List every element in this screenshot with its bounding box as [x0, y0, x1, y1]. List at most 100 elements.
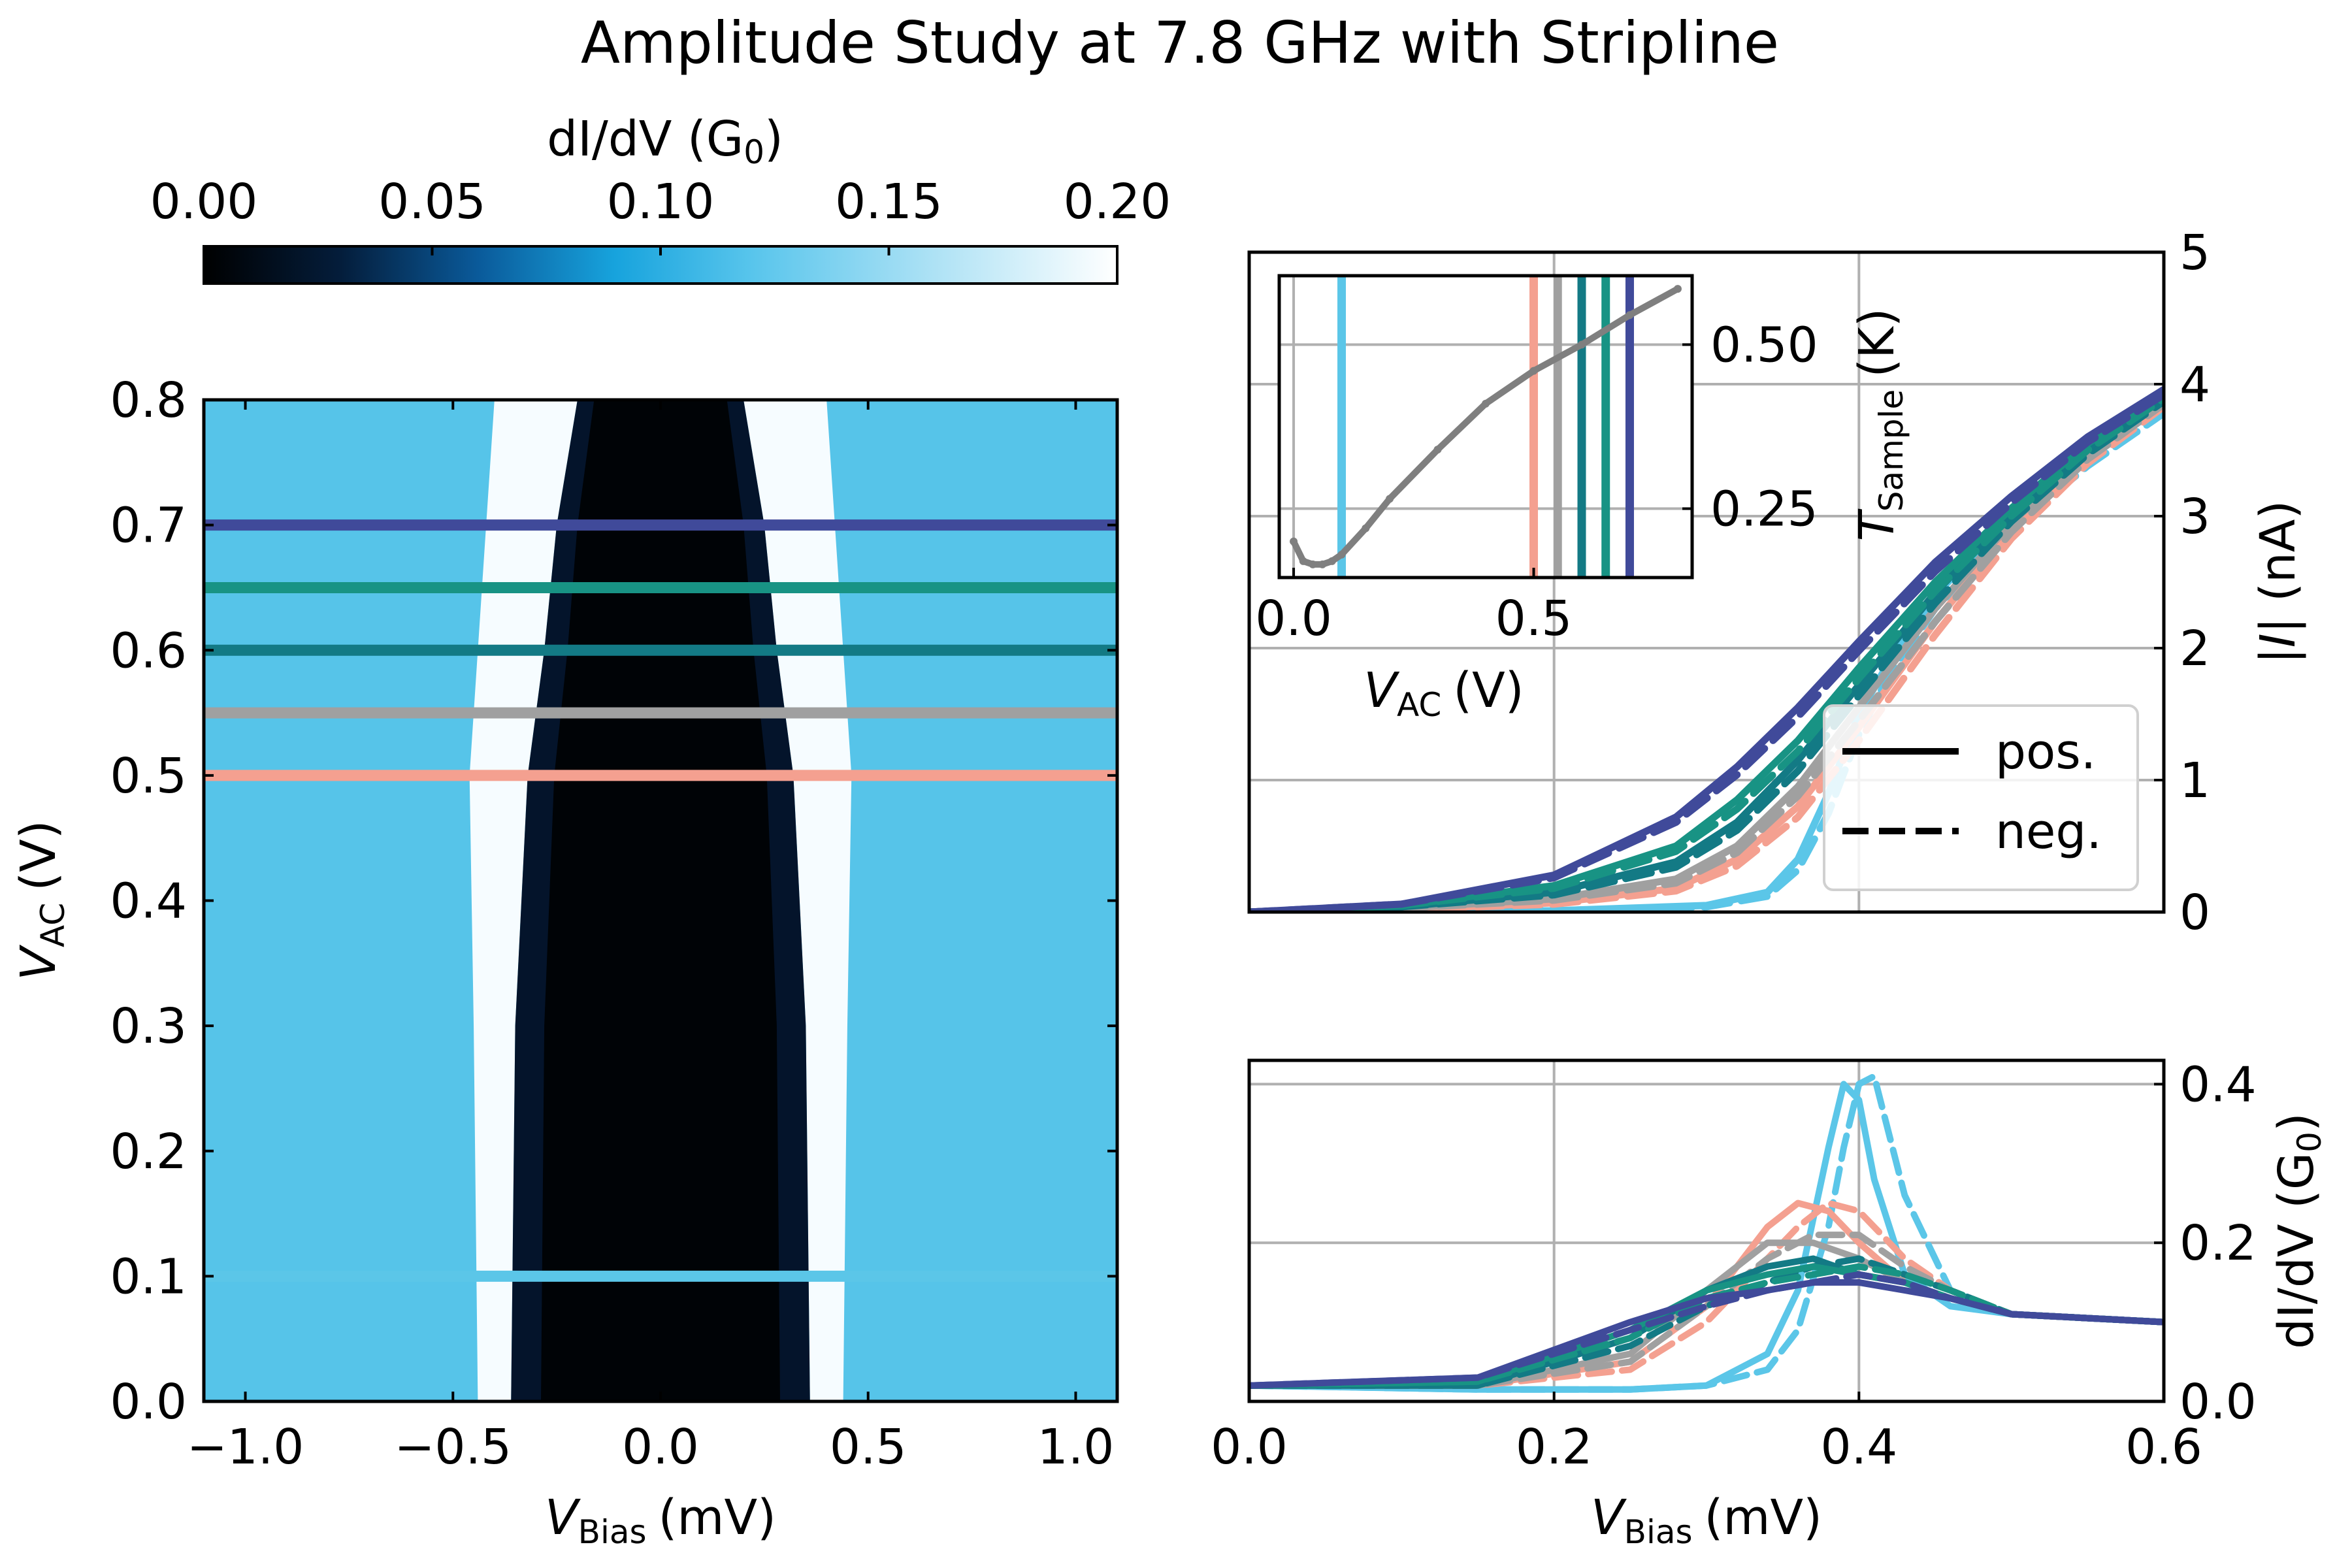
current-series-pos: [1249, 385, 2164, 912]
heatmap-ylabel-unit: (V): [10, 820, 67, 890]
inset-temperature-point: [1577, 340, 1586, 349]
heatmap-xtick-label: 0.0: [622, 1419, 699, 1475]
didv-series-neg: [1249, 1255, 2164, 1389]
inset-background: [1279, 276, 1692, 578]
didv-panel: 0.0 0.2 0.4 0.60.00.20.4 VBias (mV) dI/dV (G…: [1211, 1056, 2328, 1551]
didv-ylabel-unit-sub: 0: [2291, 1132, 2328, 1152]
colorbar-tick-label: 0.15: [835, 174, 943, 230]
inset-ylabel-unit: (K): [1849, 308, 1905, 378]
inset-xtick-label: 0.5: [1495, 591, 1573, 647]
inset-ticks: 0.0 0.5 0.25 0.50: [1255, 317, 1818, 647]
inset-ylabel-var: T: [1849, 508, 1905, 541]
didv-ylabel: dI/dV (G0): [2268, 1113, 2328, 1349]
didv-series-pos: [1249, 1081, 2164, 1393]
didv-xlabel-unit: (mV): [1705, 1490, 1822, 1546]
didv-series-pos: [1249, 1263, 2164, 1389]
current-ytick-label: 5: [2180, 225, 2210, 281]
current-ytick-label: 4: [2180, 357, 2210, 413]
heatmap-ylabel-sub: AC: [34, 903, 72, 947]
colorbar-tick-label: 0.10: [607, 174, 715, 230]
colorbar-tick-label: 0.05: [378, 174, 486, 230]
heatmap-xtick-label: 0.5: [830, 1419, 907, 1475]
didv-ylabel-var: dI/dV: [2268, 1224, 2325, 1349]
current-ytick-label: 1: [2180, 753, 2210, 809]
inset-marks: [1290, 276, 1682, 578]
colorbar-ticks: 0.00 0.05 0.10 0.15 0.20: [150, 174, 1171, 255]
current-ylabel-unit: (nA): [2250, 500, 2306, 602]
heatmap-xlabel-unit: (mV): [659, 1490, 776, 1546]
inset-temperature-point: [1482, 399, 1490, 408]
didv-ticks: 0.0 0.2 0.4 0.60.00.20.4: [1211, 1056, 2257, 1475]
heatmap-xtick-label: −1.0: [187, 1419, 304, 1475]
heatmap-cut-lines: [204, 519, 1117, 1282]
inset-temperature-point: [1299, 557, 1307, 565]
heatmap-ytick-label: 0.5: [110, 748, 187, 804]
didv-series-neg: [1249, 1073, 2164, 1393]
colorbar-label-unit-end: ): [764, 111, 783, 167]
current-panel: 0 1 2 3 4 5 |I| (nA): [1247, 225, 2306, 941]
inset-temperature-point: [1386, 495, 1394, 503]
didv-ylabel-unit: (G: [2268, 1152, 2325, 1209]
current-ticks: 0 1 2 3 4 5: [2154, 225, 2210, 941]
current-ytick-label: 3: [2180, 489, 2210, 545]
current-frame: [1247, 250, 2166, 914]
heatmap-xlabel: VBias (mV): [545, 1490, 776, 1551]
colorbar-label: dI/dV (G0): [547, 111, 783, 171]
colorbar-tick-label: 0.00: [150, 174, 258, 230]
inset-temperature-point: [1673, 285, 1682, 293]
heatmap-xtick-label: 1.0: [1037, 1419, 1115, 1475]
inset-xtick-label: 0.0: [1255, 591, 1332, 647]
inset-panel: 0.0 0.5 0.25 0.50 VAC (V) TSample (K): [1255, 274, 1910, 724]
inset-ytick-label: 0.25: [1710, 482, 1818, 538]
heatmap-gap-core: [540, 400, 781, 1401]
inset-temperature-point: [1328, 557, 1336, 565]
inset-frame: [1277, 274, 1694, 580]
inset-xlabel: VAC (V): [1364, 662, 1524, 724]
inset-temperature-point: [1318, 560, 1327, 568]
legend-label-neg: neg.: [1995, 804, 2102, 860]
current-lines: [1249, 385, 2164, 912]
figure-title: Amplitude Study at 7.8 GHz with Striplin…: [581, 9, 1779, 76]
didv-xtick-label: 0.0: [1211, 1419, 1288, 1475]
didv-frame: [1247, 1058, 2166, 1403]
heatmap-ytick-label: 0.6: [110, 623, 187, 679]
heatmap-ytick-label: 0.8: [110, 372, 187, 429]
heatmap-ytick-label: 0.7: [110, 498, 187, 554]
inset-ylabel: TSample (K): [1849, 308, 1910, 542]
didv-ytick-label: 0.2: [2180, 1215, 2257, 1271]
colorbar: dI/dV (G0) 0.00 0.05 0.10 0.15 0.20: [150, 111, 1171, 285]
inset-ylabel-sub: Sample: [1872, 389, 1910, 512]
inset-xlabel-unit: (V): [1453, 662, 1524, 719]
didv-xlabel-sub: Bias: [1624, 1513, 1693, 1551]
didv-xlabel: VBias (mV): [1591, 1490, 1822, 1551]
didv-xtick-label: 0.6: [2125, 1419, 2202, 1475]
heatmap-ytick-label: 0.4: [110, 874, 187, 930]
inset-xlabel-sub: AC: [1397, 686, 1441, 724]
inset-ytick-label: 0.50: [1710, 317, 1818, 373]
inset-temperature-point: [1337, 550, 1346, 559]
current-ylabel-var: |I|: [2250, 617, 2306, 664]
didv-ylabel-unit-end: ): [2268, 1113, 2325, 1132]
current-ytick-label: 0: [2180, 885, 2210, 941]
heatmap-ytick-label: 0.3: [110, 998, 187, 1054]
colorbar-label-text: dI/dV: [547, 111, 672, 167]
legend-label-pos: pos.: [1995, 724, 2096, 780]
inset-temperature-point: [1362, 524, 1370, 532]
didv-xlabel-var: V: [1591, 1490, 1627, 1546]
inset-temperature-point: [1529, 367, 1538, 375]
colorbar-label-unit-sub: 0: [743, 133, 764, 171]
heatmap-ylabel-var: V: [10, 945, 67, 981]
inset-xlabel-var: V: [1364, 662, 1399, 719]
didv-xtick-label: 0.4: [1820, 1419, 1897, 1475]
colorbar-label-unit: (G: [687, 111, 743, 167]
heatmap-image: [204, 400, 1117, 1401]
heatmap-xtick-label: −0.5: [394, 1419, 512, 1475]
current-legend: pos. neg.: [1823, 704, 2139, 891]
didv-series-neg: [1249, 1263, 2164, 1389]
heatmap-ytick-label: 0.2: [110, 1124, 187, 1180]
heatmap-ticks: −1.0 −0.5 0.0 0.5 1.0 0.0 0.1 0.2 0.3 0.4 0.5 0.6 0.…: [110, 372, 1117, 1475]
current-ytick-label: 2: [2180, 621, 2210, 677]
inset-temperature-point: [1433, 446, 1442, 454]
inset-temperature-point: [1625, 311, 1634, 319]
inset-temperature-point: [1309, 560, 1317, 568]
